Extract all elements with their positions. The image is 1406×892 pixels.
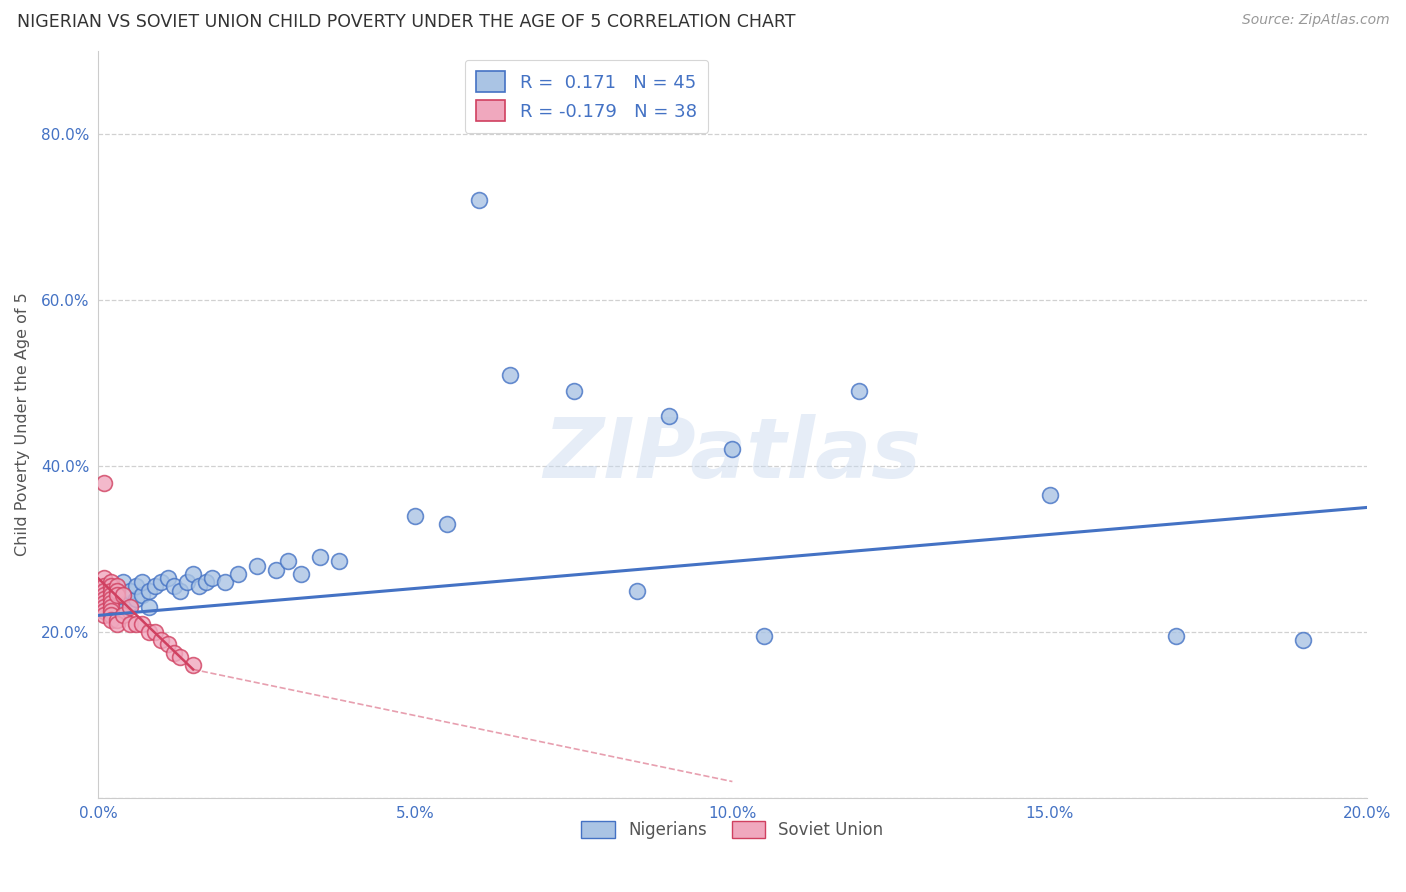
Point bbox=[169, 583, 191, 598]
Point bbox=[226, 566, 249, 581]
Point bbox=[118, 616, 141, 631]
Point bbox=[93, 604, 115, 618]
Point bbox=[626, 583, 648, 598]
Point bbox=[105, 583, 128, 598]
Point bbox=[93, 591, 115, 606]
Point bbox=[163, 579, 186, 593]
Point bbox=[562, 384, 585, 399]
Point bbox=[93, 571, 115, 585]
Point bbox=[1166, 629, 1188, 643]
Point bbox=[658, 409, 681, 423]
Point bbox=[752, 629, 775, 643]
Point bbox=[112, 608, 135, 623]
Point bbox=[467, 193, 489, 207]
Point bbox=[436, 517, 458, 532]
Point bbox=[105, 583, 128, 598]
Point bbox=[1039, 488, 1062, 502]
Point bbox=[105, 591, 128, 606]
Point bbox=[721, 442, 744, 457]
Text: Source: ZipAtlas.com: Source: ZipAtlas.com bbox=[1241, 13, 1389, 28]
Point bbox=[93, 475, 115, 490]
Point bbox=[125, 579, 148, 593]
Point bbox=[176, 575, 198, 590]
Point bbox=[290, 566, 312, 581]
Point bbox=[100, 583, 122, 598]
Point bbox=[181, 658, 204, 673]
Point bbox=[93, 608, 115, 623]
Point bbox=[118, 583, 141, 598]
Point bbox=[93, 596, 115, 610]
Point bbox=[93, 588, 115, 602]
Point bbox=[100, 588, 122, 602]
Point bbox=[188, 579, 211, 593]
Point bbox=[156, 571, 179, 585]
Point bbox=[143, 579, 166, 593]
Point bbox=[156, 638, 179, 652]
Point bbox=[194, 575, 217, 590]
Point bbox=[112, 575, 135, 590]
Point bbox=[328, 554, 350, 568]
Point bbox=[245, 558, 267, 573]
Point bbox=[100, 600, 122, 615]
Point bbox=[264, 563, 287, 577]
Point bbox=[105, 616, 128, 631]
Y-axis label: Child Poverty Under the Age of 5: Child Poverty Under the Age of 5 bbox=[15, 293, 30, 557]
Point bbox=[169, 649, 191, 664]
Point bbox=[309, 550, 332, 565]
Point bbox=[93, 600, 115, 615]
Point bbox=[93, 596, 115, 610]
Point bbox=[105, 613, 128, 627]
Text: ZIPatlas: ZIPatlas bbox=[544, 414, 921, 495]
Point bbox=[118, 596, 141, 610]
Point bbox=[131, 575, 153, 590]
Point bbox=[100, 600, 122, 615]
Point bbox=[848, 384, 870, 399]
Point bbox=[499, 368, 522, 382]
Point bbox=[150, 575, 173, 590]
Point bbox=[138, 583, 160, 598]
Legend: Nigerians, Soviet Union: Nigerians, Soviet Union bbox=[575, 814, 890, 846]
Point bbox=[100, 596, 122, 610]
Point bbox=[143, 625, 166, 640]
Point bbox=[214, 575, 236, 590]
Point bbox=[138, 600, 160, 615]
Point bbox=[163, 646, 186, 660]
Point bbox=[150, 633, 173, 648]
Point bbox=[93, 579, 115, 593]
Point bbox=[100, 579, 122, 593]
Point bbox=[112, 588, 135, 602]
Point bbox=[181, 566, 204, 581]
Point bbox=[100, 608, 122, 623]
Point bbox=[125, 591, 148, 606]
Point bbox=[100, 604, 122, 618]
Point bbox=[131, 616, 153, 631]
Point bbox=[1292, 633, 1315, 648]
Point bbox=[100, 591, 122, 606]
Point bbox=[138, 625, 160, 640]
Point bbox=[100, 613, 122, 627]
Point bbox=[93, 583, 115, 598]
Text: NIGERIAN VS SOVIET UNION CHILD POVERTY UNDER THE AGE OF 5 CORRELATION CHART: NIGERIAN VS SOVIET UNION CHILD POVERTY U… bbox=[17, 13, 796, 31]
Point bbox=[105, 588, 128, 602]
Point bbox=[277, 554, 299, 568]
Point bbox=[100, 575, 122, 590]
Point bbox=[118, 600, 141, 615]
Point bbox=[105, 579, 128, 593]
Point bbox=[404, 508, 426, 523]
Point bbox=[112, 604, 135, 618]
Point bbox=[201, 571, 224, 585]
Point bbox=[125, 616, 148, 631]
Point bbox=[131, 588, 153, 602]
